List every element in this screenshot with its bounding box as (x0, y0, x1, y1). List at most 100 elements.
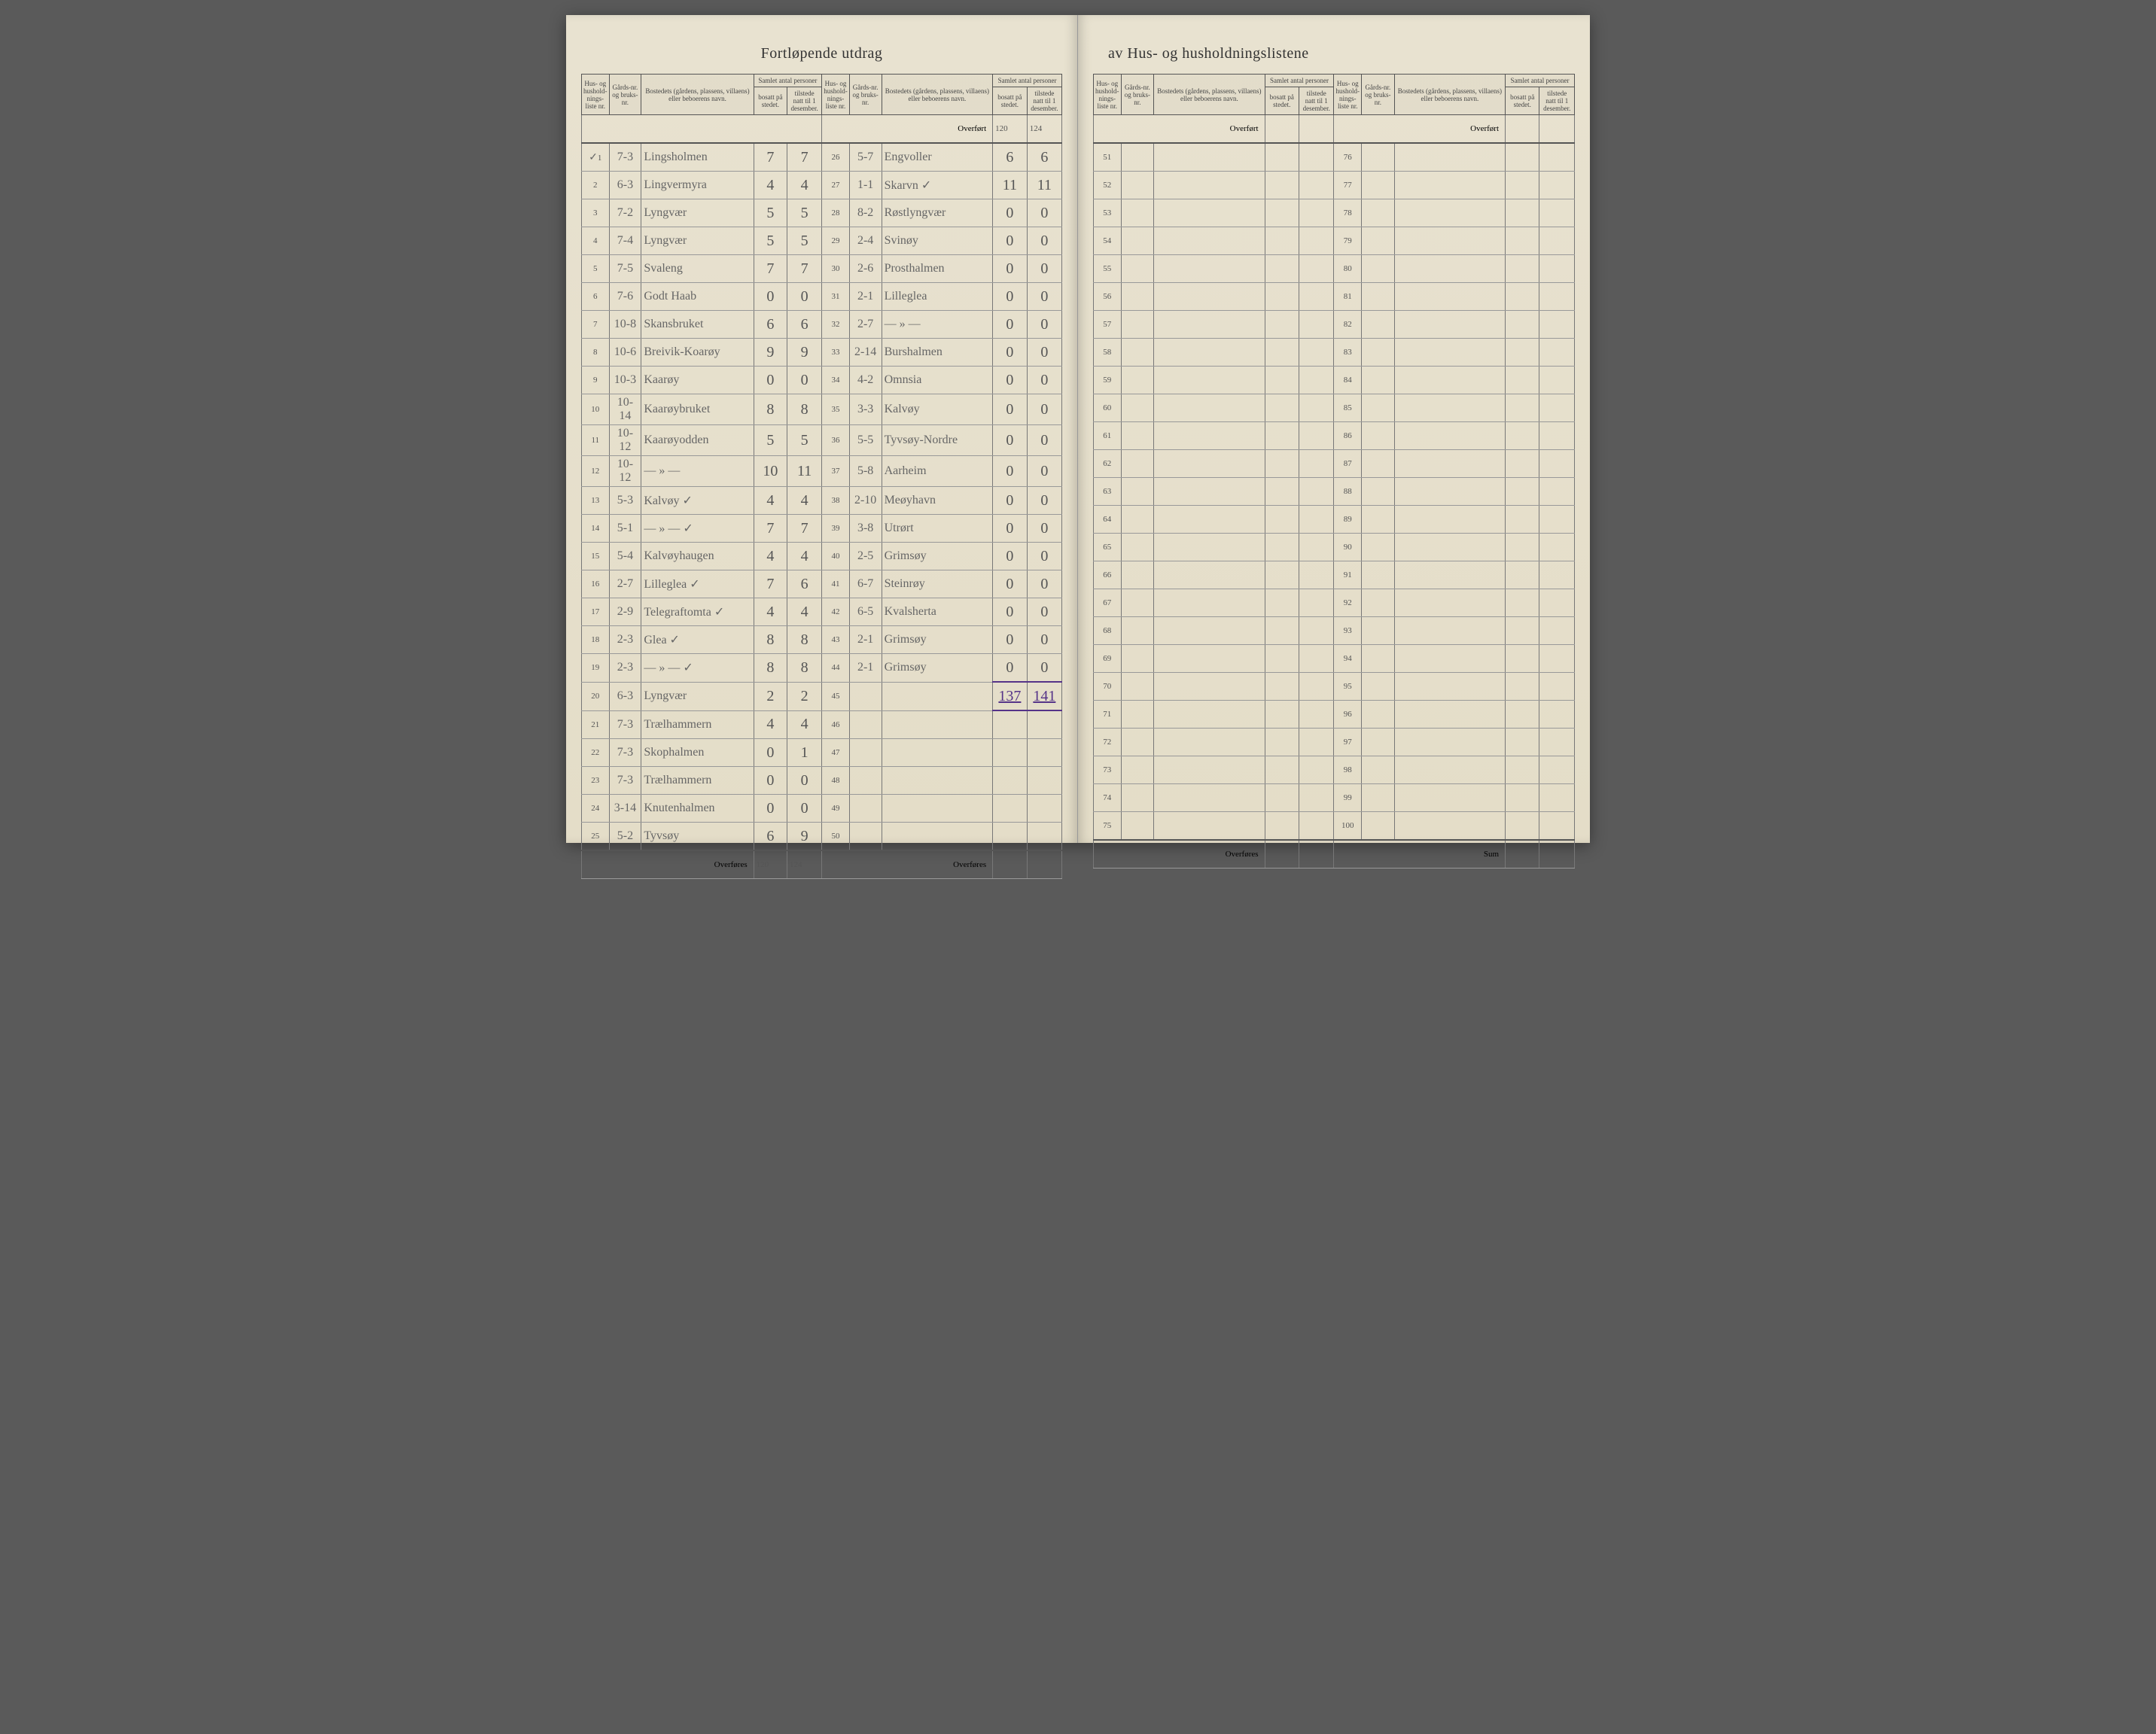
gards-nr (1361, 812, 1394, 841)
bosatt-count: 4 (754, 710, 787, 739)
bosted-name: Aarheim (882, 456, 993, 487)
row-number: 58 (1094, 339, 1122, 367)
bosted-name: Skarvn ✓ (882, 172, 993, 199)
tilstede-count (1299, 506, 1334, 534)
tilstede-count: 5 (787, 425, 822, 456)
row-number: 43 (822, 626, 850, 654)
header-tilstede: tilstede natt til 1 desember. (1027, 87, 1061, 115)
tilstede-count: 0 (1027, 283, 1061, 311)
row-number: 70 (1094, 673, 1122, 701)
bosatt-count: 4 (754, 543, 787, 570)
bosatt-count: 6 (754, 311, 787, 339)
gards-nr (1121, 812, 1154, 841)
tilstede-count: 7 (787, 255, 822, 283)
table-row: 56 81 (1094, 283, 1575, 311)
bosatt-count: 0 (993, 283, 1028, 311)
bosted-name: Kaarøyodden (641, 425, 754, 456)
gards-nr (1361, 506, 1394, 534)
bosted-name (1154, 478, 1265, 506)
bosted-name (1394, 311, 1505, 339)
bosted-name (1394, 645, 1505, 673)
bosatt-count (1506, 561, 1539, 589)
header-tilstede: tilstede natt til 1 desember. (1299, 87, 1334, 115)
header-samlet: Samlet antal personer (1265, 75, 1334, 87)
bosatt-count: 7 (754, 143, 787, 172)
table-row: 68 93 (1094, 617, 1575, 645)
tilstede-count: 6 (787, 311, 822, 339)
tilstede-count (1299, 673, 1334, 701)
bosatt-count (1265, 478, 1299, 506)
tilstede-count (1299, 394, 1334, 422)
gards-nr: 5-8 (849, 456, 882, 487)
bosatt-count (1506, 199, 1539, 227)
gards-nr (1121, 506, 1154, 534)
header-hus: Hus- og hushold-nings-liste nr. (582, 75, 610, 115)
row-number: 60 (1094, 394, 1122, 422)
row-number: 59 (1094, 367, 1122, 394)
bosted-name (1154, 422, 1265, 450)
table-row: 54 79 (1094, 227, 1575, 255)
overfort-bosatt: 120 (993, 115, 1028, 144)
tilstede-count (1299, 143, 1334, 172)
tilstede-count (1299, 812, 1334, 841)
ledger-book: Fortløpende utdrag Hus- og hushold-nings… (566, 15, 1590, 843)
header-tilstede: tilstede natt til 1 desember. (1539, 87, 1575, 115)
tilstede-count (1299, 729, 1334, 756)
tilstede-count (1539, 701, 1575, 729)
bosted-name: Trælhammern (641, 767, 754, 795)
gards-nr (849, 795, 882, 823)
bosatt-count (1506, 701, 1539, 729)
tilstede-count (1299, 255, 1334, 283)
table-row: 10 10-14 Kaarøybruket 8 8 35 3-3 Kalvøy … (582, 394, 1062, 425)
tilstede-count: 0 (1027, 394, 1061, 425)
bosatt-count (1265, 784, 1299, 812)
bosatt-count: 11 (993, 172, 1028, 199)
bosatt-count: 0 (993, 311, 1028, 339)
bosatt-count: 7 (754, 570, 787, 598)
row-number: 30 (822, 255, 850, 283)
table-row: 64 89 (1094, 506, 1575, 534)
table-row: 70 95 (1094, 673, 1575, 701)
tilstede-count (1539, 311, 1575, 339)
bosatt-count: 8 (754, 626, 787, 654)
tilstede-count (1299, 756, 1334, 784)
tilstede-count (1539, 367, 1575, 394)
table-row: 55 80 (1094, 255, 1575, 283)
tilstede-count: 0 (1027, 311, 1061, 339)
bosted-name (1154, 756, 1265, 784)
gards-nr: 5-5 (849, 425, 882, 456)
bosted-name (1154, 784, 1265, 812)
bosatt-count (1265, 422, 1299, 450)
tilstede-count (1539, 673, 1575, 701)
tilstede-count (1299, 589, 1334, 617)
row-number: 17 (582, 598, 610, 626)
bosted-name (882, 823, 993, 851)
tilstede-count: 0 (787, 795, 822, 823)
row-number: 3 (582, 199, 610, 227)
table-row: 61 86 (1094, 422, 1575, 450)
bosatt-count: 10 (754, 456, 787, 487)
table-row: 60 85 (1094, 394, 1575, 422)
tilstede-count (1299, 478, 1334, 506)
tilstede-count (1539, 199, 1575, 227)
bosatt-count (993, 823, 1028, 851)
overfort-label: Overført (822, 115, 993, 144)
bosatt-count (1265, 701, 1299, 729)
bosted-name: Kaarøybruket (641, 394, 754, 425)
overfort-row: Overført 120 124 (582, 115, 1062, 144)
overfort-row: Overført Overført (1094, 115, 1575, 144)
gards-nr: 2-3 (609, 626, 641, 654)
row-number: 57 (1094, 311, 1122, 339)
bosted-name: Prosthalmen (882, 255, 993, 283)
row-number: 72 (1094, 729, 1122, 756)
bosted-name: Svinøy (882, 227, 993, 255)
gards-nr: 7-3 (609, 710, 641, 739)
bosted-name: Skansbruket (641, 311, 754, 339)
gards-nr: 7-6 (609, 283, 641, 311)
tilstede-count: 9 (787, 823, 822, 851)
bosatt-count (1265, 339, 1299, 367)
row-number: 68 (1094, 617, 1122, 645)
tilstede-count: 11 (787, 456, 822, 487)
bosatt-count (1506, 673, 1539, 701)
bosted-name (882, 767, 993, 795)
